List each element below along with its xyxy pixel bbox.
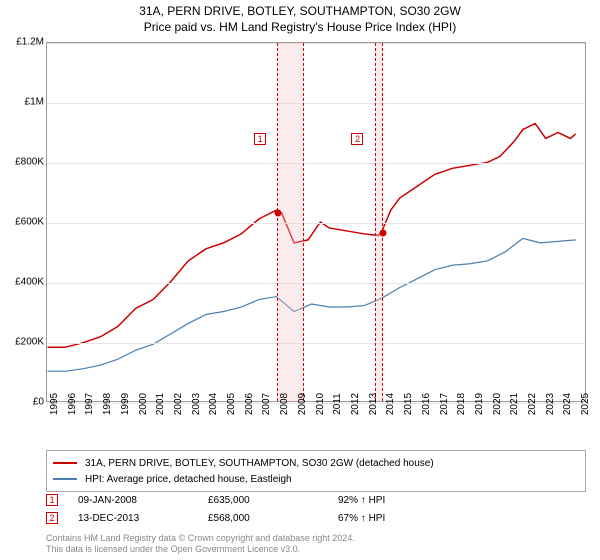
x-axis-tick-label: 2022 <box>527 393 538 415</box>
annotation-price: £568,000 <box>208 513 338 524</box>
x-axis-tick-label: 2012 <box>350 393 361 415</box>
y-axis-tick-label: £1.2M <box>16 37 44 48</box>
x-axis-tick-label: 1995 <box>49 393 60 415</box>
x-axis-tick-label: 2007 <box>261 393 272 415</box>
x-axis-tick-label: 2021 <box>509 393 520 415</box>
x-axis-tick-label: 2005 <box>226 393 237 415</box>
annotation-marker: 1 <box>46 494 58 506</box>
legend-label: HPI: Average price, detached house, East… <box>85 474 292 485</box>
line-series-svg <box>47 43 585 401</box>
y-axis-tick-label: £800K <box>15 157 44 168</box>
gridline <box>47 283 585 284</box>
gridline <box>47 343 585 344</box>
x-axis-tick-label: 2006 <box>244 393 255 415</box>
plot-area: 12 <box>46 42 586 402</box>
data-point-marker <box>379 229 386 236</box>
x-axis-tick-label: 2011 <box>332 393 343 415</box>
data-point-marker <box>274 209 281 216</box>
x-axis-tick-label: 2018 <box>456 393 467 415</box>
x-axis-tick-label: 2025 <box>580 393 591 415</box>
legend-label: 31A, PERN DRIVE, BOTLEY, SOUTHAMPTON, SO… <box>85 458 434 469</box>
gridline <box>47 163 585 164</box>
x-axis-tick-label: 2003 <box>191 393 202 415</box>
x-axis-tick-label: 2009 <box>297 393 308 415</box>
legend-swatch <box>53 462 77 464</box>
x-axis-tick-label: 2015 <box>403 393 414 415</box>
x-axis-tick-label: 2020 <box>492 393 503 415</box>
shaded-band <box>375 43 384 401</box>
x-axis-tick-label: 2004 <box>208 393 219 415</box>
y-axis-tick-label: £1M <box>25 97 44 108</box>
legend-swatch <box>53 478 77 480</box>
chart-title: 31A, PERN DRIVE, BOTLEY, SOUTHAMPTON, SO… <box>0 0 600 18</box>
annotation-row: 1 09-JAN-2008 £635,000 92% ↑ HPI <box>46 494 586 506</box>
x-axis-tick-label: 1996 <box>67 393 78 415</box>
chart-subtitle: Price paid vs. HM Land Registry's House … <box>0 18 600 34</box>
legend: 31A, PERN DRIVE, BOTLEY, SOUTHAMPTON, SO… <box>46 450 586 492</box>
x-axis-tick-label: 2000 <box>138 393 149 415</box>
x-axis-tick-label: 1998 <box>102 393 113 415</box>
y-axis-tick-label: £400K <box>15 277 44 288</box>
series-line-price_paid <box>48 124 576 348</box>
annotation-date: 09-JAN-2008 <box>78 495 208 506</box>
x-axis-tick-label: 1999 <box>120 393 131 415</box>
annotation-hpi: 92% ↑ HPI <box>338 495 468 506</box>
legend-item: 31A, PERN DRIVE, BOTLEY, SOUTHAMPTON, SO… <box>53 455 579 471</box>
x-axis-tick-label: 2017 <box>439 393 450 415</box>
annotation-hpi: 67% ↑ HPI <box>338 513 468 524</box>
x-axis-tick-label: 2001 <box>155 393 166 415</box>
gridline <box>47 43 585 44</box>
annotation-date: 13-DEC-2013 <box>78 513 208 524</box>
y-axis-tick-label: £200K <box>15 337 44 348</box>
x-axis-tick-label: 2019 <box>474 393 485 415</box>
gridline <box>47 223 585 224</box>
footer-attribution: Contains HM Land Registry data © Crown c… <box>46 533 355 556</box>
x-axis-tick-label: 2008 <box>279 393 290 415</box>
annotation-marker: 2 <box>46 512 58 524</box>
footer-line: This data is licensed under the Open Gov… <box>46 544 355 556</box>
x-axis-tick-label: 1997 <box>84 393 95 415</box>
chart-marker-label: 1 <box>254 133 266 145</box>
legend-item: HPI: Average price, detached house, East… <box>53 471 579 487</box>
x-axis-tick-label: 2014 <box>385 393 396 415</box>
x-axis-tick-label: 2010 <box>315 393 326 415</box>
x-axis-tick-label: 2024 <box>562 393 573 415</box>
x-axis-tick-label: 2002 <box>173 393 184 415</box>
y-axis-tick-label: £600K <box>15 217 44 228</box>
y-axis-tick-label: £0 <box>33 397 44 408</box>
x-axis-tick-label: 2023 <box>545 393 556 415</box>
x-axis-tick-label: 2016 <box>421 393 432 415</box>
series-line-hpi <box>48 238 576 371</box>
footer-line: Contains HM Land Registry data © Crown c… <box>46 533 355 545</box>
x-axis-tick-label: 2013 <box>368 393 379 415</box>
shaded-band <box>277 43 304 401</box>
annotation-price: £635,000 <box>208 495 338 506</box>
gridline <box>47 103 585 104</box>
chart-container: 31A, PERN DRIVE, BOTLEY, SOUTHAMPTON, SO… <box>0 0 600 560</box>
chart-marker-label: 2 <box>351 133 363 145</box>
annotation-row: 2 13-DEC-2013 £568,000 67% ↑ HPI <box>46 512 586 524</box>
